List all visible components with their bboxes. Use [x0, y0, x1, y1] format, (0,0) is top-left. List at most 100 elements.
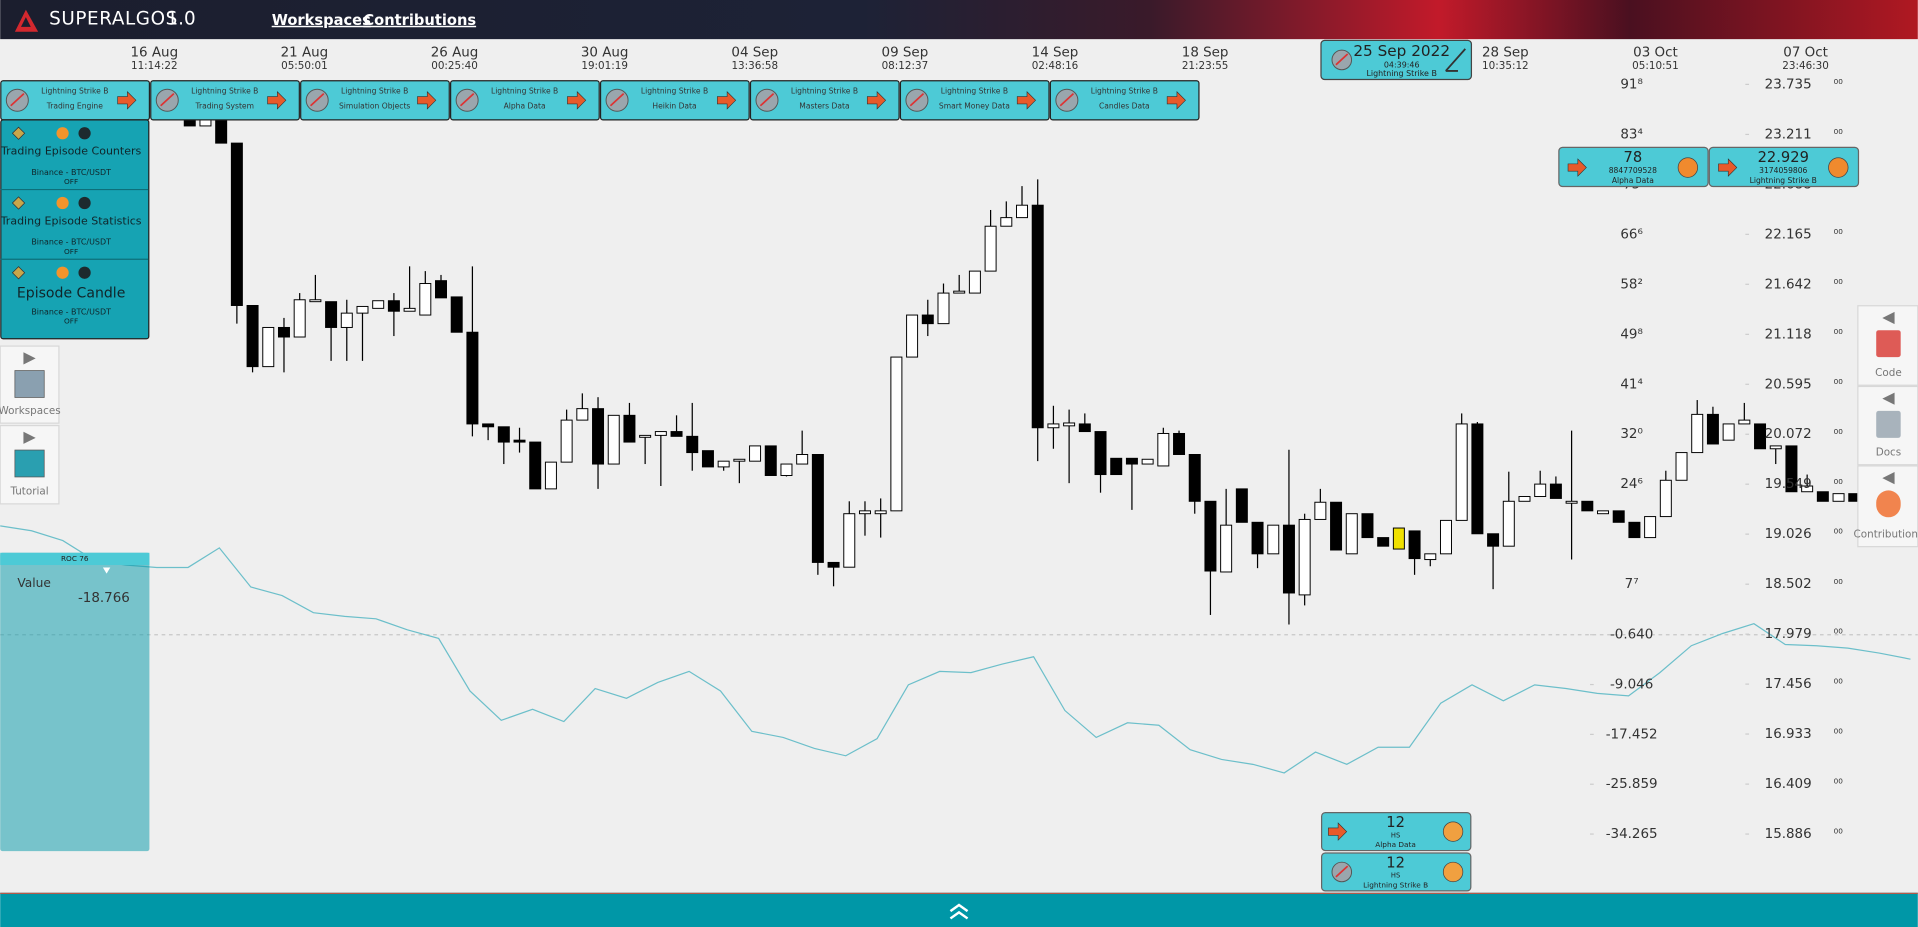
- layer-tab-name: Trading Engine: [46, 101, 104, 110]
- candle-body: [1267, 524, 1280, 555]
- version: 1.0: [167, 9, 196, 30]
- candle-body: [1471, 423, 1484, 535]
- candle-body: [1801, 485, 1814, 493]
- candle-body: [1298, 518, 1311, 596]
- price-tick-label: 20.072: [1765, 427, 1812, 442]
- layer-tab[interactable]: Lightning Strike B Candles Data: [1049, 80, 1200, 121]
- alpha-tick-label: 49⁸: [1620, 327, 1643, 342]
- info-layer: Alpha Data: [1612, 176, 1654, 185]
- candle-body: [1204, 500, 1217, 572]
- menu-icon: [1876, 330, 1901, 358]
- alpha-tick-label: 32⁰: [1620, 427, 1643, 442]
- layer-tab[interactable]: Lightning Strike B Trading Engine: [0, 80, 151, 121]
- left-menu-item[interactable]: Tutorial: [0, 424, 60, 505]
- candle-body: [1455, 423, 1468, 521]
- icon: [10, 93, 25, 107]
- candle-body: [1597, 510, 1610, 515]
- price-tick-suffix: 00: [1834, 77, 1844, 86]
- menu-label: Docs: [1876, 446, 1901, 458]
- price-tick-label: 17.979: [1765, 627, 1812, 642]
- right-menu-item[interactable]: Code: [1857, 305, 1918, 386]
- candle-body: [1706, 413, 1719, 445]
- price-tick-suffix: 00: [1834, 477, 1844, 486]
- menu-arrow: [23, 352, 36, 365]
- right-menu-item[interactable]: Contributions: [1854, 465, 1918, 548]
- hs-box: [1320, 852, 1472, 892]
- timeline-date: 14 Sep: [1032, 46, 1079, 61]
- layer-tab-bot: Lightning Strike B: [41, 87, 108, 96]
- roc-tick-label: -9.046: [1610, 678, 1653, 693]
- info-box: [1558, 146, 1709, 188]
- candle-body: [1738, 419, 1751, 425]
- price-tick-label: 18.502: [1765, 577, 1812, 592]
- roc-line: [0, 525, 1911, 774]
- layer-tab[interactable]: Lightning Strike B Simulation Objects: [300, 80, 450, 121]
- candle-body: [1141, 458, 1154, 465]
- price-tick-label: 15.886: [1765, 827, 1812, 842]
- icon: [56, 266, 69, 279]
- icon: [78, 196, 91, 210]
- layer-tab[interactable]: Lightning Strike B Smart Money Data: [899, 80, 1050, 121]
- price-tick-label: 21.642: [1765, 277, 1812, 292]
- candle-body: [1031, 204, 1044, 429]
- layer-tab[interactable]: Lightning Strike B Heikin Data: [599, 80, 750, 121]
- icon: [1828, 157, 1849, 178]
- price-tick-label: 23.211: [1765, 127, 1812, 142]
- candle-body: [1220, 524, 1233, 573]
- panel-market: Binance - BTC/USDT: [31, 307, 111, 316]
- hs-box: [1320, 812, 1472, 852]
- price-tick-label: 16.933: [1765, 727, 1812, 742]
- layer-tab[interactable]: Lightning Strike B Alpha Data: [450, 80, 600, 121]
- alpha-tick-label: 66⁶: [1620, 227, 1643, 242]
- panel-status: OFF: [64, 177, 78, 186]
- candle-body: [984, 225, 997, 272]
- nav-link[interactable]: Contributions: [363, 12, 476, 29]
- icon: [759, 93, 775, 107]
- icon: [459, 93, 475, 107]
- candle-body: [450, 296, 463, 333]
- layer-tab-name: Alpha Data: [504, 101, 546, 110]
- candle-body: [1173, 432, 1186, 455]
- candle-body: [1659, 479, 1672, 518]
- top-bar: [0, 0, 1918, 40]
- candle-body: [796, 454, 809, 465]
- layer-tab-bot: Lightning Strike B: [191, 87, 258, 96]
- timeline-date: 18 Sep: [1182, 46, 1229, 61]
- candle-body: [1251, 521, 1264, 555]
- roc-tick-label: -17.452: [1606, 727, 1658, 742]
- panel-market: Binance - BTC/USDT: [31, 168, 111, 177]
- candle-body: [1785, 445, 1798, 493]
- candle-body: [1769, 445, 1782, 450]
- layer-tab[interactable]: Lightning Strike B Trading System: [150, 80, 300, 121]
- layer-tab-bg: [899, 80, 1050, 121]
- candle-body: [953, 290, 966, 294]
- nav-link[interactable]: Workspaces: [272, 12, 371, 29]
- icon: [567, 90, 587, 110]
- candle-body: [1235, 488, 1248, 523]
- candle-body: [592, 408, 605, 465]
- candle-body: [1125, 457, 1138, 465]
- layer-tab-bot: Lightning Strike B: [341, 87, 408, 96]
- info-value: 22.929: [1758, 149, 1809, 166]
- menu-icon: [1876, 410, 1901, 438]
- expand-button[interactable]: [949, 903, 969, 920]
- candle-body: [1534, 483, 1547, 498]
- timeline-time: 02:48:16: [1032, 60, 1079, 72]
- current-time-box: [1320, 39, 1473, 81]
- price-tick-suffix: 00: [1834, 427, 1844, 436]
- right-menu-item[interactable]: Docs: [1857, 385, 1918, 466]
- left-menu-item[interactable]: Workspaces: [0, 345, 61, 424]
- hs-layer: Alpha Data: [1375, 840, 1416, 849]
- candle-body: [1047, 423, 1060, 429]
- candle-body: [717, 460, 730, 468]
- icon: [160, 93, 175, 107]
- candle-body: [1110, 457, 1123, 476]
- candle-body: [372, 300, 385, 309]
- icon: [609, 93, 625, 107]
- layer-tab[interactable]: Lightning Strike B Masters Data: [749, 80, 900, 121]
- price-tick-label: 21.118: [1765, 327, 1812, 342]
- hs-unit: HS: [1391, 872, 1400, 880]
- candle-body: [1392, 527, 1405, 550]
- candle-body: [890, 356, 903, 512]
- roc-tick-label: -0.640: [1610, 628, 1653, 643]
